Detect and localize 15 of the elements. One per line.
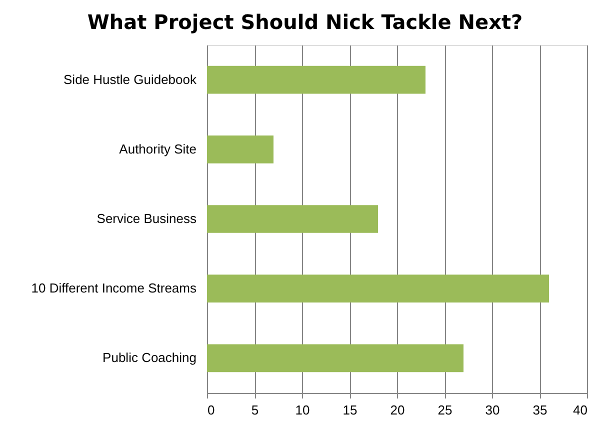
x-tick-label: 15 <box>342 402 358 418</box>
y-tick-label: Authority Site <box>119 141 196 156</box>
x-tick-label: 20 <box>390 402 405 418</box>
y-tick-label: 10 Different Income Streams <box>31 280 197 296</box>
x-tick-label: 0 <box>208 402 215 418</box>
y-tick-label: Service Business <box>96 211 197 226</box>
x-tick-label: 25 <box>438 402 452 418</box>
x-tick-label: 5 <box>251 402 259 418</box>
x-tick-label: 10 <box>295 402 310 418</box>
y-tick-label: Side Hustle Guidebook <box>64 72 197 87</box>
x-tick-label: 35 <box>532 402 548 418</box>
y-tick-label: Public Coaching <box>102 350 196 366</box>
x-tick-label: 40 <box>573 402 588 418</box>
x-tick-label: 30 <box>485 402 500 418</box>
chart-title: What Project Should Nick Tackle Next? <box>87 10 523 34</box>
